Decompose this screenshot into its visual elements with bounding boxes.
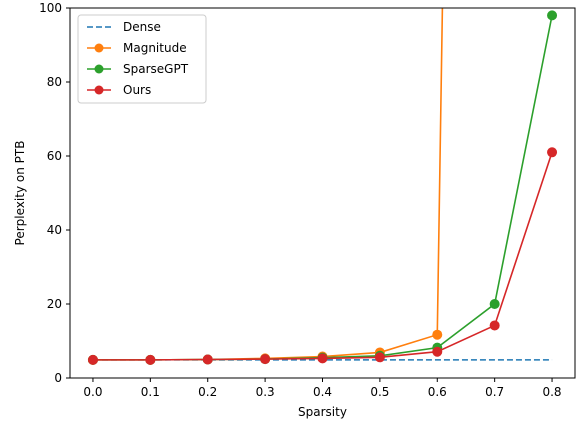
legend-marker-sparsegpt [94, 64, 104, 74]
legend-label-dense: Dense [123, 20, 161, 34]
y-axis-label: Perplexity on PTB [13, 141, 27, 246]
point-sparsegpt [489, 299, 500, 309]
x-tick-label: 0.6 [428, 385, 447, 399]
point-sparsegpt [547, 10, 558, 21]
x-tick-label: 0.7 [485, 385, 504, 399]
point-ours [260, 354, 271, 365]
legend-label-magnitude: Magnitude [123, 41, 187, 55]
y-tick-label: 100 [39, 1, 62, 15]
legend: Dense Magnitude SparseGPT Ours [77, 14, 207, 104]
x-tick-label: 0.5 [370, 385, 389, 399]
x-tick-label: 0.1 [141, 385, 160, 399]
x-axis-label: Sparsity [298, 405, 347, 419]
series-line-ours [92, 152, 553, 361]
point-ours [374, 352, 385, 363]
point-ours [432, 346, 443, 357]
legend-frame [77, 14, 207, 104]
ticks-layer: 0.0 0.1 0.2 0.3 0.4 0.5 0.6 0.7 0.8 0 20 40 60 80 100 [39, 1, 561, 399]
y-tick-label: 40 [47, 223, 62, 237]
x-tick-label: 0.2 [198, 385, 217, 399]
legend-marker-magnitude [94, 43, 104, 53]
point-ours [489, 320, 500, 331]
x-tick-label: 0.0 [83, 385, 102, 399]
legend-marker-ours [94, 85, 104, 95]
x-tick-label: 0.4 [313, 385, 332, 399]
legend-label-ours: Ours [123, 83, 151, 97]
point-ours [202, 354, 213, 365]
legend-label-sparsegpt: SparseGPT [123, 62, 189, 76]
point-ours [87, 354, 98, 365]
point-magnitude [432, 329, 443, 340]
point-ours [145, 354, 156, 365]
point-ours [317, 353, 328, 364]
x-tick-label: 0.8 [542, 385, 561, 399]
y-tick-label: 80 [47, 75, 62, 89]
y-tick-label: 60 [47, 149, 62, 163]
y-tick-label: 0 [54, 371, 62, 385]
series-layer [87, 8, 558, 365]
x-tick-label: 0.3 [256, 385, 275, 399]
y-tick-label: 20 [47, 297, 62, 311]
point-ours [547, 147, 558, 158]
